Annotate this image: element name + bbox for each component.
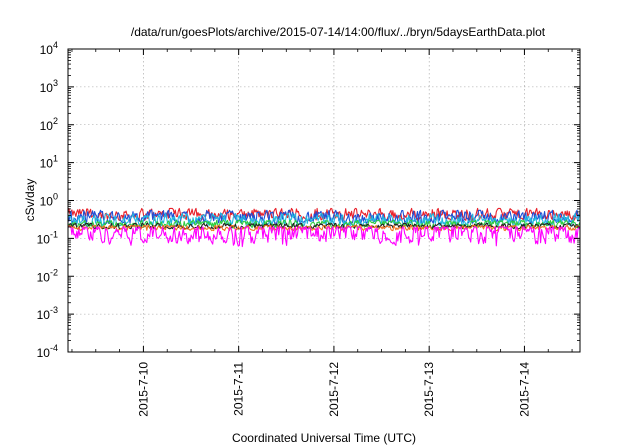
y-axis-label: cSv/day (23, 179, 37, 222)
x-tick-label: 2015-7-14 (517, 362, 531, 417)
x-tick-label: 2015-7-10 (136, 362, 150, 417)
y-tick-label: 10-1 (37, 229, 58, 246)
x-tick-label: 2015-7-11 (232, 362, 246, 416)
y-tick-label: 100 (40, 192, 58, 209)
flux-series-line (67, 209, 581, 224)
y-tick-label: 10-3 (37, 305, 58, 322)
y-tick-label: 10-2 (37, 267, 58, 284)
flux-series-line (68, 226, 581, 248)
y-tick-label: 104 (40, 40, 58, 57)
y-tick-label: 102 (40, 116, 58, 133)
axes: 10-4 10-3 10-2 10-1 100 101 102 103 104 2015-7-10… (37, 40, 580, 417)
y-tick-label: 10-4 (37, 343, 58, 360)
y-tick-label: 101 (40, 154, 58, 171)
flux-series-line (67, 224, 581, 232)
grid (68, 49, 580, 352)
y-tick-label: 103 (40, 78, 58, 95)
x-tick-label: 2015-7-13 (422, 362, 436, 417)
chart-title: /data/run/goesPlots/archive/2015-07-14/1… (131, 25, 546, 39)
x-axis-label: Coordinated Universal Time (UTC) (232, 431, 416, 445)
series-group (67, 207, 581, 248)
flux-series-line (67, 213, 581, 226)
x-tick-label: 2015-7-12 (327, 362, 341, 417)
